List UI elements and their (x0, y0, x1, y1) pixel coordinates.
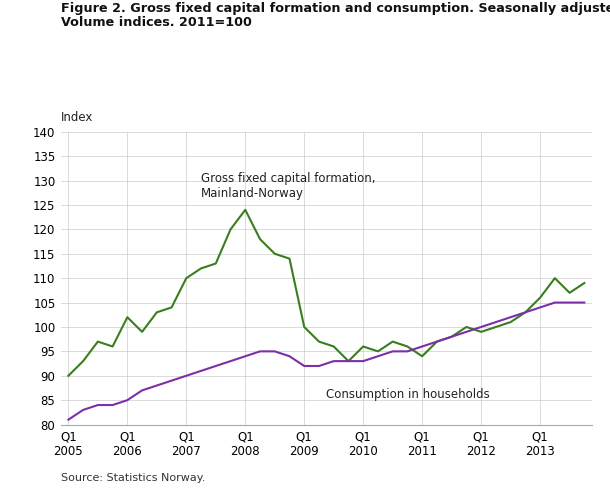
Text: Consumption in households: Consumption in households (326, 388, 490, 401)
Text: Volume indices. 2011=100: Volume indices. 2011=100 (61, 16, 252, 29)
Text: Figure 2. Gross fixed capital formation and consumption. Seasonally adjusted.: Figure 2. Gross fixed capital formation … (61, 2, 610, 16)
Text: Source: Statistics Norway.: Source: Statistics Norway. (61, 473, 206, 483)
Text: Index: Index (61, 111, 93, 124)
Text: Gross fixed capital formation,
Mainland-Norway: Gross fixed capital formation, Mainland-… (201, 172, 376, 200)
